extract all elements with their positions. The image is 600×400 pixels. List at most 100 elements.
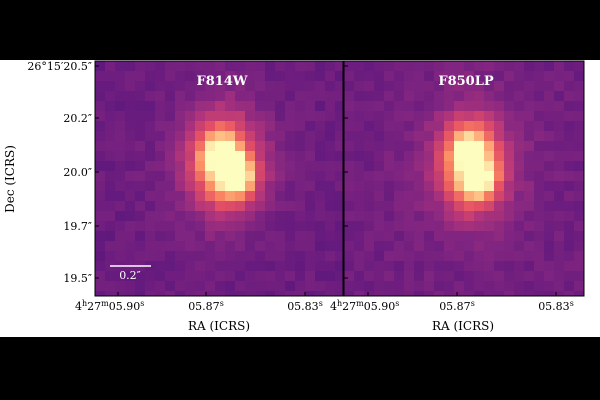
image-pixel xyxy=(524,141,535,152)
image-pixel xyxy=(534,91,545,102)
image-pixel xyxy=(474,121,485,132)
image-pixel xyxy=(464,221,475,232)
image-pixel xyxy=(95,181,106,192)
image-pixel xyxy=(434,171,445,182)
image-pixel xyxy=(185,261,196,272)
image-pixel xyxy=(115,201,126,212)
image-pixel xyxy=(554,201,565,212)
image-pixel xyxy=(564,131,575,142)
image-pixel xyxy=(105,141,116,152)
image-pixel xyxy=(454,211,465,222)
image-pixel xyxy=(155,171,166,182)
image-pixel xyxy=(484,221,495,232)
image-pixel xyxy=(404,211,415,222)
image-pixel xyxy=(534,81,545,92)
image-pixel xyxy=(354,121,365,132)
image-pixel xyxy=(145,141,156,152)
image-pixel xyxy=(544,211,555,222)
image-pixel xyxy=(275,91,286,102)
image-pixel xyxy=(344,101,355,112)
xtick-label: 4h27m05.90s xyxy=(75,299,144,313)
image-pixel xyxy=(504,61,515,72)
image-pixel xyxy=(195,61,206,72)
image-pixel xyxy=(524,251,535,262)
image-pixel xyxy=(524,211,535,222)
image-pixel xyxy=(115,141,126,152)
image-pixel xyxy=(514,231,525,242)
image-pixel xyxy=(95,141,106,152)
image-pixel xyxy=(384,211,395,222)
image-pixel xyxy=(145,291,156,296)
image-pixel xyxy=(285,261,296,272)
image-pixel xyxy=(305,281,316,292)
image-pixel xyxy=(185,211,196,222)
image-pixel xyxy=(564,181,575,192)
image-pixel xyxy=(325,181,336,192)
image-pixel xyxy=(175,121,186,132)
image-pixel xyxy=(374,291,385,296)
image-pixel xyxy=(464,211,475,222)
image-pixel xyxy=(454,81,465,92)
image-pixel xyxy=(115,221,126,232)
image-pixel xyxy=(165,241,176,252)
image-pixel xyxy=(175,141,186,152)
image-pixel xyxy=(245,151,256,162)
image-pixel xyxy=(195,111,206,122)
image-pixel xyxy=(374,81,385,92)
image-pixel xyxy=(115,151,126,162)
image-pixel xyxy=(444,231,455,242)
image-pixel xyxy=(145,201,156,212)
image-pixel xyxy=(434,241,445,252)
image-pixel xyxy=(295,201,306,212)
image-pixel xyxy=(265,171,276,182)
image-pixel xyxy=(384,71,395,82)
image-pixel xyxy=(145,121,156,132)
image-pixel xyxy=(364,221,375,232)
image-pixel xyxy=(235,61,246,72)
image-pixel xyxy=(484,121,495,132)
image-pixel xyxy=(364,281,375,292)
image-pixel xyxy=(295,291,306,296)
image-pixel xyxy=(444,111,455,122)
image-pixel xyxy=(265,101,276,112)
image-pixel xyxy=(354,211,365,222)
image-pixel xyxy=(384,181,395,192)
image-pixel xyxy=(175,201,186,212)
image-pixel xyxy=(434,261,445,272)
image-pixel xyxy=(544,181,555,192)
image-pixel xyxy=(255,101,266,112)
panel-f850lp: F850LP xyxy=(343,60,585,297)
image-pixel xyxy=(235,291,246,296)
image-pixel xyxy=(534,151,545,162)
image-pixel xyxy=(354,151,365,162)
image-pixel xyxy=(195,101,206,112)
image-pixel xyxy=(175,161,186,172)
image-pixel xyxy=(364,131,375,142)
image-pixel xyxy=(135,141,146,152)
image-pixel xyxy=(185,81,196,92)
image-pixel xyxy=(285,81,296,92)
image-pixel xyxy=(285,71,296,82)
image-pixel xyxy=(155,271,166,282)
image-pixel xyxy=(384,281,395,292)
image-pixel xyxy=(215,121,226,132)
image-pixel xyxy=(185,221,196,232)
image-pixel xyxy=(245,111,256,122)
image-pixel xyxy=(325,231,336,242)
image-pixel xyxy=(554,81,565,92)
image-pixel xyxy=(534,71,545,82)
image-pixel xyxy=(115,131,126,142)
image-pixel xyxy=(125,251,136,262)
image-pixel xyxy=(205,111,216,122)
image-pixel xyxy=(514,221,525,232)
image-pixel xyxy=(275,241,286,252)
image-pixel xyxy=(215,191,226,202)
image-pixel xyxy=(554,181,565,192)
image-pixel xyxy=(205,181,216,192)
image-pixel xyxy=(374,151,385,162)
image-pixel xyxy=(354,201,365,212)
image-pixel xyxy=(394,181,405,192)
image-pixel xyxy=(464,281,475,292)
image-pixel xyxy=(335,231,343,242)
image-pixel xyxy=(474,101,485,112)
